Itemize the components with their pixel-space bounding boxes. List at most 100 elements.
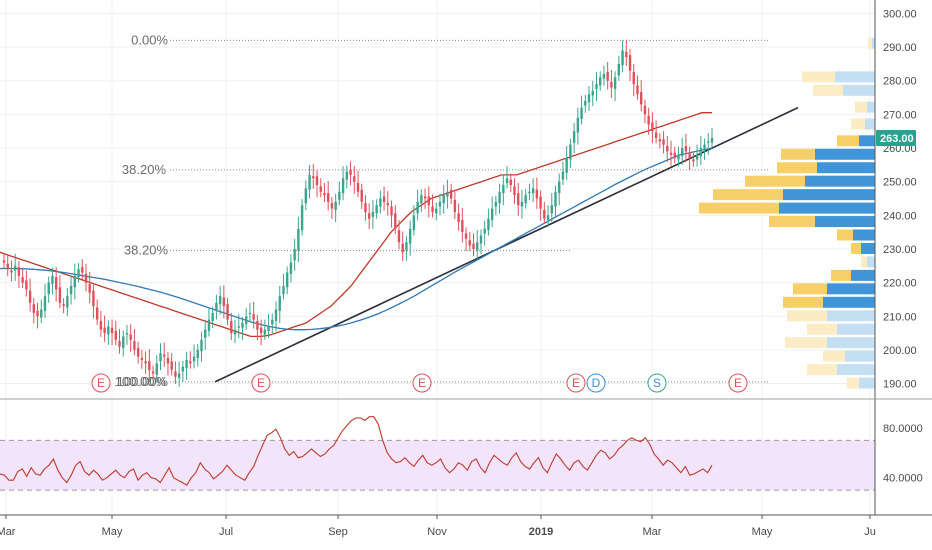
- candle-body: [274, 309, 278, 321]
- candle-body: [449, 189, 453, 199]
- candle-body: [546, 215, 550, 221]
- candle-body: [550, 205, 553, 214]
- candle-body: [81, 267, 84, 273]
- volume-profile-down: [699, 202, 779, 214]
- event-marker-letter: S: [653, 376, 661, 390]
- event-marker-letter: E: [734, 376, 742, 390]
- candle-body: [204, 329, 207, 338]
- candle-body: [461, 220, 464, 233]
- candle-body: [543, 209, 546, 219]
- candle-body: [699, 148, 703, 157]
- x-tick-label: Sep: [328, 526, 348, 538]
- volume-profile-up: [827, 310, 875, 322]
- candle-body: [125, 333, 129, 335]
- volume-profile-up: [837, 364, 875, 376]
- candle-body: [628, 55, 632, 71]
- candle-body: [584, 100, 587, 106]
- price-tick-label: 210.00: [883, 311, 917, 323]
- candle-body: [177, 373, 181, 379]
- candle-body: [371, 211, 375, 217]
- candle-body: [379, 198, 382, 207]
- candle-body: [334, 201, 337, 210]
- candle-body: [304, 188, 308, 204]
- candle-body: [196, 349, 199, 358]
- volume-profile-up: [817, 162, 875, 174]
- rsi-tick-label: 80.0000: [883, 423, 923, 435]
- candle-body: [554, 191, 557, 207]
- candle-body: [453, 199, 457, 212]
- price-tick-label: 300.00: [883, 8, 917, 20]
- rsi-tick-label: 40.0000: [883, 473, 923, 485]
- moving-averages: [0, 112, 713, 338]
- candle-body: [610, 82, 613, 88]
- price-tick-label: 230.00: [883, 244, 917, 256]
- volume-profile-down: [802, 71, 835, 83]
- candle-body: [680, 148, 684, 157]
- candle-body: [133, 341, 136, 350]
- candle-body: [580, 107, 583, 120]
- candle-body: [248, 312, 252, 315]
- candle-body: [58, 287, 62, 303]
- candle-body: [677, 154, 680, 160]
- candle-body: [2, 260, 6, 263]
- price-tick-label: 240.00: [883, 210, 917, 222]
- volume-profile-up: [827, 283, 875, 295]
- candle-body: [654, 132, 658, 138]
- fib-label: 100.00%: [117, 374, 169, 389]
- fib-label: 38.20%: [124, 243, 169, 258]
- candle-body: [144, 361, 147, 364]
- candle-body: [703, 144, 706, 150]
- candle-body: [349, 169, 352, 175]
- volume-profile-up: [845, 350, 875, 362]
- candle-body: [684, 146, 688, 152]
- candle-body: [494, 201, 498, 207]
- candle-body: [435, 208, 438, 214]
- price-tick-label: 260.00: [883, 143, 917, 155]
- volume-profile-up: [835, 71, 875, 83]
- volume-profile-up: [805, 175, 875, 187]
- candle-body: [606, 71, 609, 81]
- candle-body: [338, 191, 341, 200]
- event-marker-letter: D: [592, 376, 601, 390]
- candle-body: [386, 203, 390, 206]
- candle-body: [13, 265, 17, 271]
- volume-profile-up: [815, 216, 875, 228]
- candle-body: [271, 319, 274, 325]
- candle-body: [252, 314, 255, 320]
- candle-body: [666, 146, 669, 152]
- rsi-line: [0, 416, 713, 486]
- volume-profile-down: [793, 283, 827, 295]
- candle-body: [148, 361, 151, 371]
- candle-body: [513, 186, 516, 196]
- candle-body: [569, 144, 572, 160]
- candle-body: [218, 296, 222, 305]
- candle-body: [401, 243, 404, 253]
- candle-body: [524, 195, 527, 204]
- candle-body: [174, 371, 177, 377]
- candle-body: [364, 203, 367, 212]
- volume-profile-up: [823, 296, 875, 308]
- axes: 190.00 200.00 210.00 220.00 230.00 240.00 250.…: [0, 0, 932, 538]
- event-marker-circle: [412, 373, 432, 393]
- candle-body: [267, 326, 270, 332]
- candle-body: [576, 117, 580, 133]
- candle-body: [17, 267, 21, 276]
- candle-body: [617, 63, 621, 76]
- x-tick-label: Jul: [219, 526, 233, 538]
- candle-body: [43, 296, 47, 311]
- candle-body: [77, 269, 80, 278]
- candle-body: [405, 242, 408, 251]
- volume-profile-down: [851, 118, 865, 130]
- volume-profile-up: [865, 118, 875, 130]
- candle-body: [122, 336, 125, 348]
- candle-body: [427, 196, 430, 206]
- volume-profile-up: [861, 242, 875, 254]
- candle-body: [40, 309, 43, 318]
- candle-body: [595, 84, 598, 89]
- candle-body: [6, 263, 9, 270]
- candle-body: [565, 158, 568, 173]
- candle-body: [457, 213, 460, 223]
- event-marker-letter: E: [97, 376, 105, 390]
- candle-body: [438, 201, 442, 207]
